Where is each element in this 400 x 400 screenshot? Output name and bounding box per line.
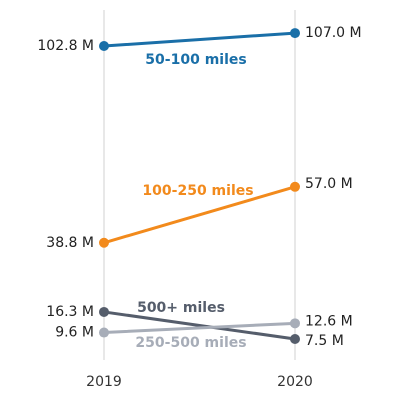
series-name-label-250-500-miles: 250-500 miles bbox=[135, 335, 246, 351]
x-tick-2019: 2019 bbox=[86, 374, 122, 390]
series-500plus-miles: 16.3 M 7.5 M 500+ miles bbox=[46, 300, 344, 349]
value-label-50-100-miles-2019: 102.8 M bbox=[37, 38, 94, 54]
data-point-250-500-miles-2020 bbox=[290, 318, 300, 329]
data-point-100-250-miles-2020 bbox=[290, 181, 300, 192]
x-tick-2020: 2020 bbox=[277, 374, 313, 390]
series-line-250-500-miles bbox=[102, 321, 297, 335]
series-50-100-miles: 102.8 M 107.0 M 50-100 miles bbox=[37, 25, 361, 68]
value-label-250-500-miles-2020: 12.6 M bbox=[305, 313, 353, 329]
x-axis-tick-labels: 2019 2020 bbox=[86, 374, 313, 390]
series-line-50-100-miles bbox=[102, 31, 297, 48]
series-name-label-50-100-miles: 50-100 miles bbox=[145, 52, 246, 68]
value-label-250-500-miles-2019: 9.6 M bbox=[55, 325, 94, 341]
data-point-250-500-miles-2019 bbox=[99, 327, 109, 338]
value-label-500plus-miles-2019: 16.3 M bbox=[46, 304, 94, 320]
data-point-500plus-miles-2019 bbox=[99, 306, 109, 317]
value-label-500plus-miles-2020: 7.5 M bbox=[305, 333, 344, 349]
value-label-100-250-miles-2020: 57.0 M bbox=[305, 176, 353, 192]
series-250-500-miles: 9.6 M 12.6 M 250-500 miles bbox=[55, 313, 353, 351]
series-layer: 102.8 M 107.0 M 50-100 miles 38.8 M 57.0 M 10… bbox=[37, 25, 361, 351]
value-label-50-100-miles-2020: 107.0 M bbox=[305, 25, 362, 41]
series-name-label-500plus-miles: 500+ miles bbox=[137, 300, 225, 316]
data-point-500plus-miles-2020 bbox=[290, 334, 300, 344]
data-point-100-250-miles-2019 bbox=[99, 237, 109, 248]
value-label-100-250-miles-2019: 38.8 M bbox=[46, 235, 94, 251]
series-name-label-100-250-miles: 100-250 miles bbox=[142, 183, 253, 199]
data-point-50-100-miles-2020 bbox=[290, 28, 300, 39]
series-100-250-miles: 38.8 M 57.0 M 100-250 miles bbox=[46, 176, 352, 251]
series-line-500plus-miles bbox=[102, 310, 297, 341]
series-line-100-250-miles bbox=[102, 185, 297, 245]
data-point-50-100-miles-2019 bbox=[99, 41, 109, 51]
